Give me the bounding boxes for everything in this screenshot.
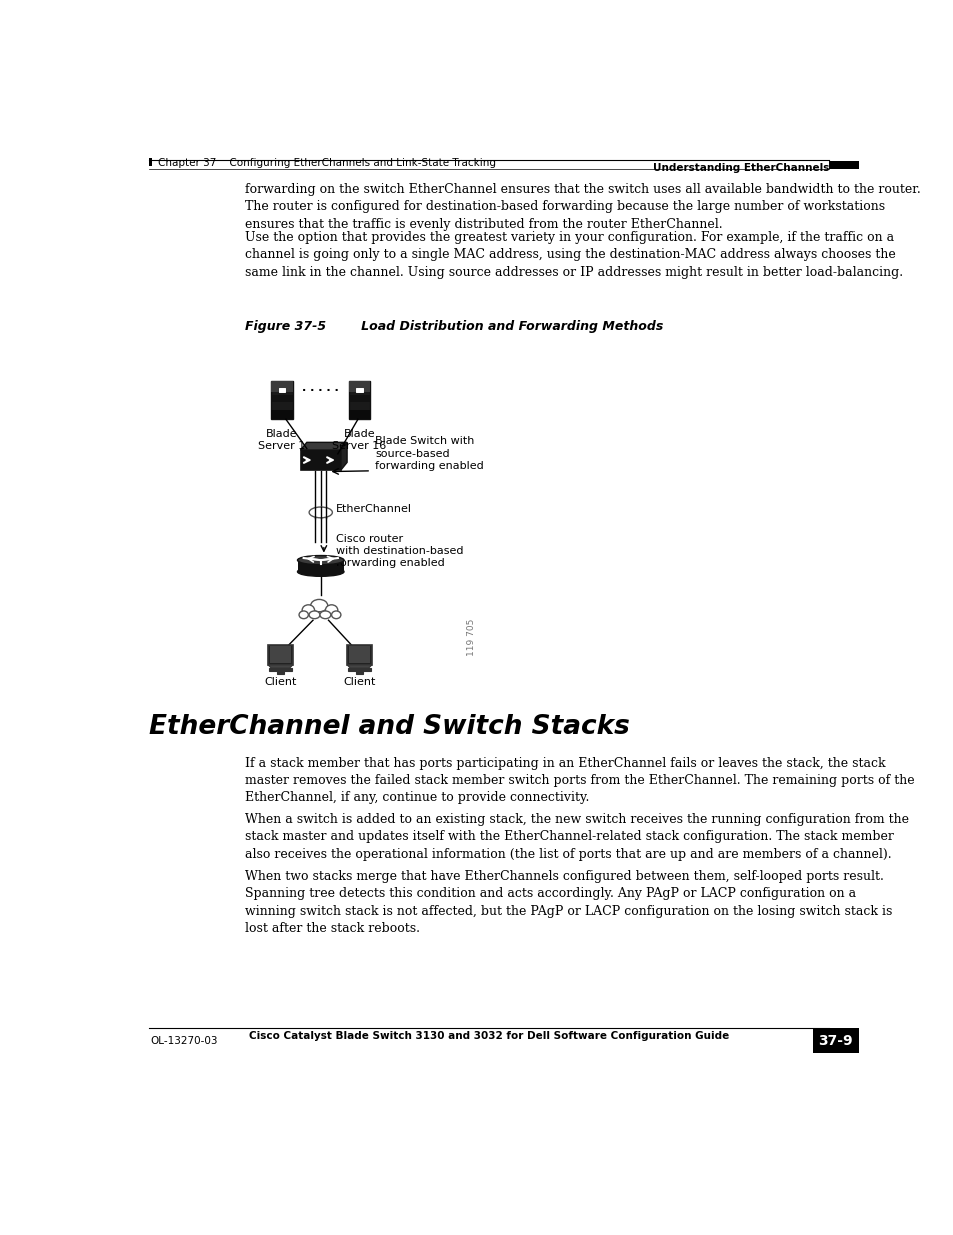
Text: Cisco router
with destination-based
forwarding enabled: Cisco router with destination-based forw… xyxy=(335,534,463,568)
Ellipse shape xyxy=(325,605,337,615)
FancyBboxPatch shape xyxy=(348,380,370,419)
FancyBboxPatch shape xyxy=(356,671,362,674)
Text: If a stack member that has ports participating in an EtherChannel fails or leave: If a stack member that has ports partici… xyxy=(245,757,914,804)
Ellipse shape xyxy=(309,611,319,619)
Ellipse shape xyxy=(311,599,328,611)
Text: When two stacks merge that have EtherChannels configured between them, self-loop: When two stacks merge that have EtherCha… xyxy=(245,869,891,935)
FancyBboxPatch shape xyxy=(271,395,293,401)
Text: Blade
Server 16: Blade Server 16 xyxy=(332,430,386,451)
Text: Blade Switch with
source-based
forwarding enabled: Blade Switch with source-based forwardin… xyxy=(375,436,483,472)
FancyBboxPatch shape xyxy=(347,645,372,664)
FancyBboxPatch shape xyxy=(297,561,344,572)
Text: Figure 37-5        Load Distribution and Forwarding Methods: Figure 37-5 Load Distribution and Forwar… xyxy=(245,320,662,333)
Text: EtherChannel and Switch Stacks: EtherChannel and Switch Stacks xyxy=(149,714,629,740)
Text: Use the option that provides the greatest variety in your configuration. For exa: Use the option that provides the greates… xyxy=(245,231,902,279)
Ellipse shape xyxy=(309,508,332,517)
Text: Client: Client xyxy=(264,677,296,687)
Text: OL-13270-03: OL-13270-03 xyxy=(150,1036,217,1046)
Text: 119 705: 119 705 xyxy=(467,619,476,656)
FancyBboxPatch shape xyxy=(270,646,291,663)
FancyBboxPatch shape xyxy=(348,668,371,671)
Text: . . . . .: . . . . . xyxy=(302,383,338,394)
Text: When a switch is added to an existing stack, the new switch receives the running: When a switch is added to an existing st… xyxy=(245,813,908,861)
Text: Understanding EtherChannels: Understanding EtherChannels xyxy=(652,163,828,173)
Polygon shape xyxy=(347,664,372,668)
Polygon shape xyxy=(340,442,347,471)
Ellipse shape xyxy=(332,611,340,619)
FancyBboxPatch shape xyxy=(300,450,340,471)
Text: Cisco Catalyst Blade Switch 3130 and 3032 for Dell Software Configuration Guide: Cisco Catalyst Blade Switch 3130 and 303… xyxy=(249,1031,728,1041)
Text: Chapter 37    Configuring EtherChannels and Link-State Tracking: Chapter 37 Configuring EtherChannels and… xyxy=(158,158,496,168)
Text: Blade
Server 1: Blade Server 1 xyxy=(258,430,305,451)
FancyBboxPatch shape xyxy=(271,380,293,419)
FancyBboxPatch shape xyxy=(277,671,283,674)
FancyBboxPatch shape xyxy=(355,388,362,391)
Text: Client: Client xyxy=(343,677,375,687)
Text: EtherChannel: EtherChannel xyxy=(335,504,412,514)
FancyBboxPatch shape xyxy=(268,645,293,664)
FancyBboxPatch shape xyxy=(269,668,292,671)
FancyBboxPatch shape xyxy=(149,158,152,165)
Ellipse shape xyxy=(302,605,314,615)
FancyBboxPatch shape xyxy=(812,1029,858,1053)
FancyBboxPatch shape xyxy=(348,380,370,393)
FancyBboxPatch shape xyxy=(278,388,285,391)
Polygon shape xyxy=(300,442,347,450)
Text: forwarding on the switch EtherChannel ensures that the switch uses all available: forwarding on the switch EtherChannel en… xyxy=(245,183,920,231)
Text: 37-9: 37-9 xyxy=(818,1034,852,1047)
FancyBboxPatch shape xyxy=(828,162,860,169)
Ellipse shape xyxy=(297,556,344,564)
FancyBboxPatch shape xyxy=(348,646,370,663)
FancyBboxPatch shape xyxy=(271,410,293,419)
FancyBboxPatch shape xyxy=(348,410,370,419)
FancyBboxPatch shape xyxy=(271,380,293,393)
FancyBboxPatch shape xyxy=(348,395,370,401)
Ellipse shape xyxy=(319,611,331,619)
Ellipse shape xyxy=(298,611,308,619)
Polygon shape xyxy=(268,664,293,668)
Ellipse shape xyxy=(297,567,344,577)
